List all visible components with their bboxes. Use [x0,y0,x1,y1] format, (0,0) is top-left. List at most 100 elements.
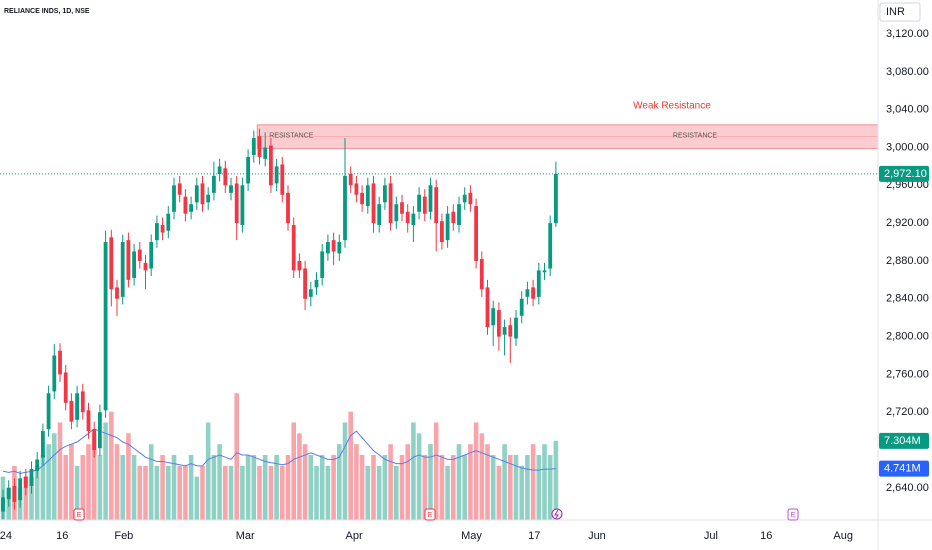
volume-bar [405,444,410,520]
candle-body [103,242,108,411]
volume-bar [297,433,302,520]
volume-bar [69,444,74,520]
y-tick-label: 2,840.00 [886,293,929,305]
last-volume-label: 7.304M [884,435,921,447]
event-label[interactable]: E [428,512,433,519]
volume-bar [519,465,524,520]
candle-body [6,487,11,500]
candle-body [331,240,336,252]
volume-bar [547,455,553,520]
candle-body [451,211,456,224]
volume-bar [251,455,257,520]
volume-bar [302,444,308,520]
volume-bar [416,433,422,520]
candle-body [314,279,319,288]
volume-bar [137,465,143,520]
candle-body [35,459,40,471]
volume-bar [154,465,160,520]
volume-bar [171,455,177,520]
candle-body [234,183,239,224]
candle-body [149,242,154,269]
volume-bar [337,444,342,520]
volume-bar [57,422,63,520]
last-ma-label: 4.741M [884,463,921,475]
candle-body [120,242,125,297]
candle-body [86,410,91,432]
candle-body [274,166,279,184]
volume-bar [456,444,462,520]
volume-bar [223,465,228,520]
candle-body [280,164,285,195]
candle-body [109,237,114,290]
volume-bar [91,433,97,520]
candle-body [542,270,547,273]
x-tick-label: Aug [833,530,853,542]
volume-bar [245,455,251,520]
volume-bar [228,465,234,520]
event-icon[interactable] [424,508,436,521]
volume-bar [325,465,331,520]
volume-bar [217,444,222,520]
event-icon[interactable] [787,508,799,521]
candle-body [263,147,268,159]
y-tick-label: 3,080.00 [886,66,929,78]
event-icon[interactable] [73,508,85,521]
dividend-icon[interactable] [551,508,563,520]
event-label[interactable]: E [791,512,796,519]
volume-bar [308,455,314,520]
volume-bar [23,476,29,520]
candle-body [160,225,165,233]
volume-bar [74,465,80,520]
volume-bar [388,444,393,520]
candle-body [217,166,222,174]
candle-body [337,242,342,254]
candle-body [303,268,307,299]
candle-body [52,355,57,392]
volume-bar [103,422,108,520]
volume-bar [240,465,245,520]
candle-body [69,400,74,422]
candle-body [445,213,450,241]
candle-body [18,478,22,501]
volume-bar [114,444,120,520]
candle-body [92,429,97,451]
candle-body [514,317,518,339]
candle-body [63,372,68,403]
volume-bar [188,455,194,520]
volume-bar [496,465,502,520]
candle-body [286,192,290,224]
candle-body [536,270,541,297]
x-tick-label: Mar [236,530,255,542]
candle-body [400,202,404,214]
event-label[interactable]: E [77,512,82,519]
currency[interactable]: INR [886,6,905,18]
candle-body [229,185,233,193]
volume-bar [234,393,239,520]
y-tick-label: 2,720.00 [886,406,929,418]
volume-layer [0,393,559,520]
volume-bar [331,455,336,520]
x-tick-label: 16 [760,530,772,542]
candle-body [548,223,553,269]
candle-body [417,194,421,212]
candle-body [497,310,501,337]
volume-bar [177,465,182,520]
candle-body [240,185,245,226]
candle-body [308,289,313,297]
volume-bar [411,422,416,520]
candle-body [194,185,199,203]
candle-body [75,393,79,420]
volume-bar [342,422,348,520]
candle-body [394,204,399,222]
x-tick-label: 17 [528,530,540,542]
volume-bar [485,444,490,520]
y-tick-label: 2,880.00 [886,255,929,267]
y-tick-label: 2,920.00 [886,217,929,229]
zone-label: RESISTANCE [269,132,314,139]
candle-body [206,194,211,203]
currency-box[interactable] [879,2,921,22]
candle-body [502,327,507,335]
volume-bar [80,455,86,520]
candle-body [172,185,176,212]
